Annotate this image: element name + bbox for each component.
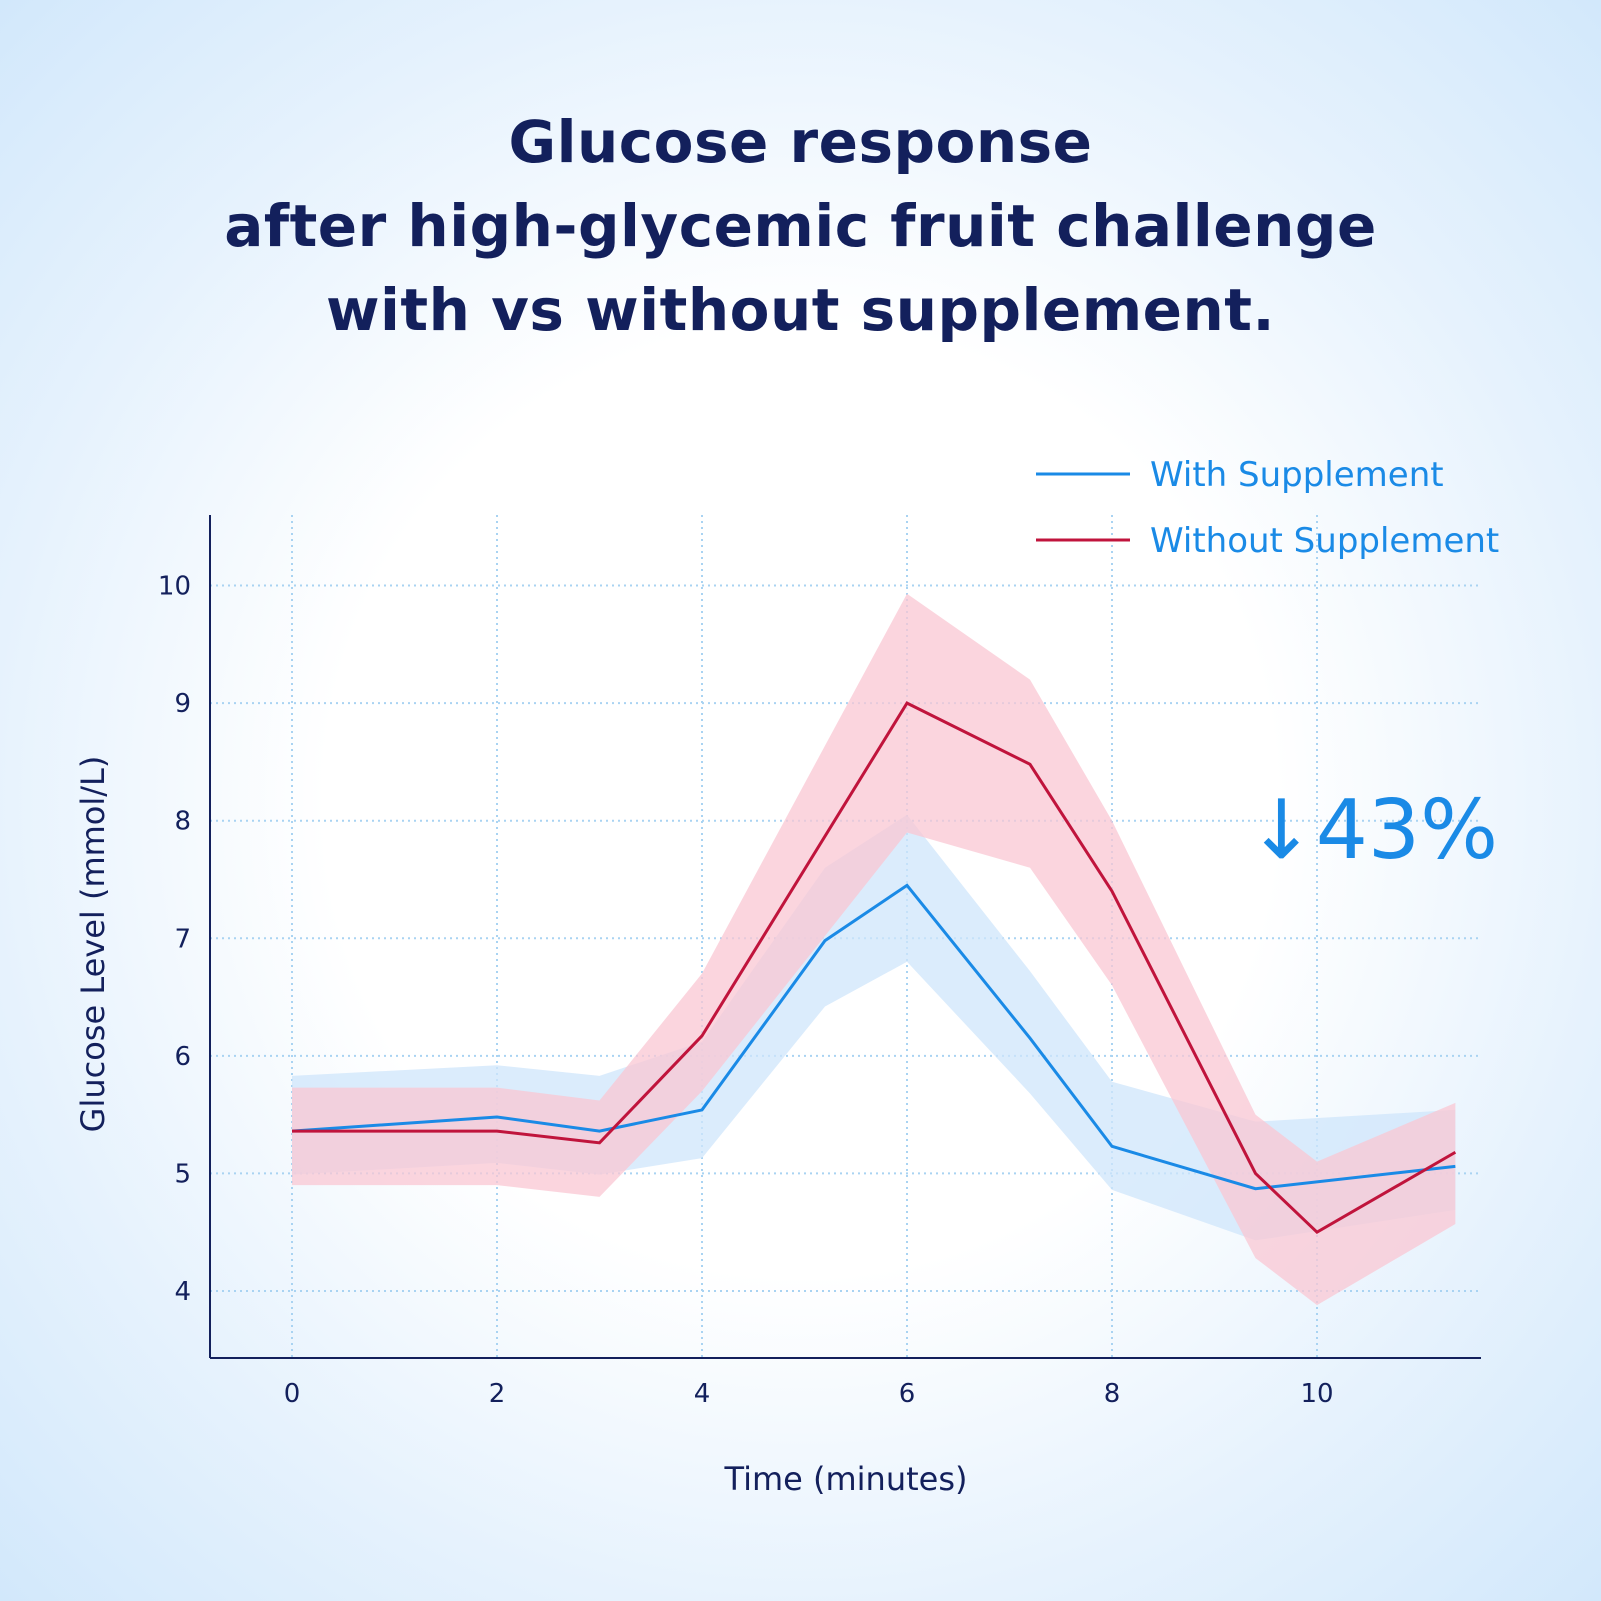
y-tick-label-0: 4: [174, 1277, 191, 1307]
legend: With Supplement Without Supplement: [1036, 455, 1499, 561]
series-1-band: [292, 593, 1456, 1306]
y-tick-label-1: 5: [174, 1159, 191, 1189]
x-tick-label-5: 10: [1300, 1379, 1333, 1409]
x-tick-label-1: 2: [489, 1379, 506, 1409]
chart-title: Glucose response after high-glycemic fru…: [0, 100, 1601, 352]
x-tick-label-4: 8: [1104, 1379, 1121, 1409]
y-tick-label-2: 6: [174, 1042, 191, 1072]
y-axis-title: Glucose Level (mmol/L): [74, 756, 112, 1133]
legend-label-1: Without Supplement: [1150, 521, 1499, 561]
series-1-line: [292, 701, 1457, 1235]
tick-labels: 0 2 4 6 8 10 4 5 6 7 8 9 10: [158, 572, 1334, 1409]
legend-label-0: With Supplement: [1150, 455, 1444, 495]
x-axis-title: Time (minutes): [724, 1460, 968, 1498]
reduction-annotation: ↓43%: [1247, 783, 1498, 878]
x-tick-label-0: 0: [284, 1379, 301, 1409]
y-tick-label-3: 7: [174, 924, 191, 954]
chart-title-line-3: with vs without supplement.: [325, 276, 1276, 344]
x-tick-label-3: 6: [899, 1379, 916, 1409]
axes: [209, 515, 1481, 1359]
series-lines: [291, 701, 1457, 1235]
chart-title-line-1: Glucose response: [508, 108, 1093, 176]
y-tick-label-4: 8: [174, 807, 191, 837]
x-tick-label-2: 4: [694, 1379, 711, 1409]
series-0-line: [291, 883, 1456, 1191]
y-tick-label-6: 10: [158, 572, 191, 602]
y-tick-label-5: 9: [174, 689, 191, 719]
chart-title-line-2: after high-glycemic fruit challenge: [224, 192, 1377, 260]
confidence-bands: [292, 593, 1456, 1306]
